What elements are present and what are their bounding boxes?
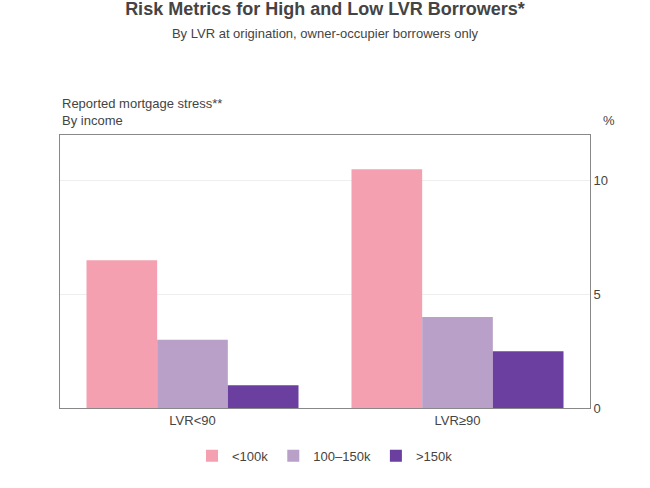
svg-text:<100k: <100k [232,449,268,464]
svg-text:%: % [603,113,615,128]
svg-text:0: 0 [594,401,601,416]
svg-text:100–150k: 100–150k [313,449,371,464]
svg-text:>150k: >150k [416,449,452,464]
svg-text:LVR<90: LVR<90 [169,413,215,428]
svg-text:5: 5 [594,287,601,302]
svg-text:Risk Metrics for High and Low: Risk Metrics for High and Low LVR Borrow… [125,0,525,41]
svg-text:LVR≥90: LVR≥90 [435,413,481,428]
svg-text:10: 10 [594,173,608,188]
svg-text:Reported mortgage stress**By i: Reported mortgage stress**By income [62,96,222,128]
